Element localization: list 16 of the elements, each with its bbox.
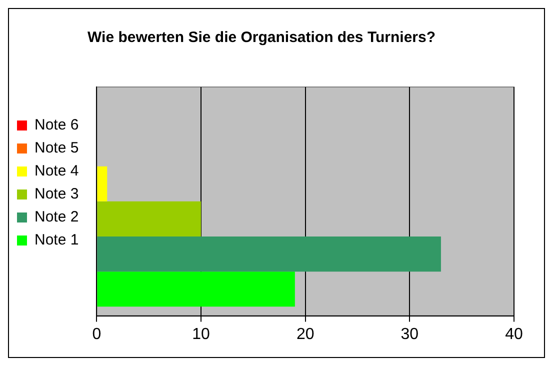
x-tick-label: 0	[92, 326, 102, 343]
legend-label: Note 4	[34, 162, 79, 180]
x-tick-label: 10	[192, 326, 210, 343]
chart-title: Wie bewerten Sie die Organisation des Turniers?	[87, 29, 436, 46]
x-tick-label: 20	[296, 326, 314, 343]
legend-label: Note 1	[34, 232, 79, 249]
bar	[97, 166, 108, 202]
bar	[97, 236, 441, 272]
bar	[97, 201, 202, 236]
legend-label: Note 5	[34, 140, 79, 157]
legend-label: Note 3	[34, 186, 79, 203]
legend-label: Note 6	[34, 116, 79, 134]
bar	[97, 272, 295, 307]
x-tick-label: 30	[400, 326, 419, 343]
x-tick-label: 40	[505, 326, 523, 343]
legend-label: Note 2	[34, 208, 79, 226]
